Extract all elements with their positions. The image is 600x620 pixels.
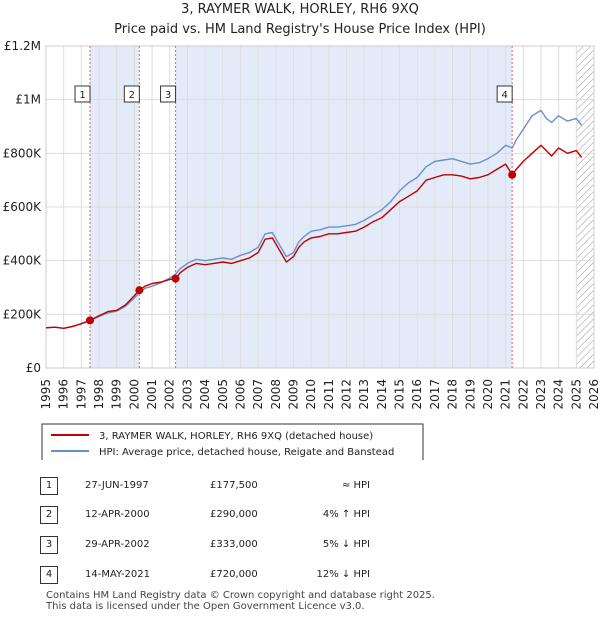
x-tick-label: 2005 [216,379,230,410]
x-tick-label: 2002 [163,379,177,410]
x-tick-label: 2006 [233,379,247,410]
sale-point [135,286,144,295]
sale-row: 4 14-MAY-2021 £720,000 12% ↓ HPI [40,566,580,586]
sale-hpi-relation: ≈ HPI [341,480,370,491]
sale-point [171,274,180,283]
chart-subtitle: Price paid vs. HM Land Registry's House … [114,22,486,37]
x-tick-label: 2019 [463,379,477,410]
x-tick-label: 2013 [357,379,371,410]
x-tick-label: 2007 [251,379,265,410]
footer-copyright: Contains HM Land Registry data © Crown c… [46,590,435,601]
x-tick-label: 2023 [534,379,548,410]
x-tick-label: 2009 [286,379,300,410]
sale-point [508,170,517,179]
x-tick-label: 1997 [74,379,88,410]
chart: 3, RAYMER WALK, HORLEY, RH6 9XQ Price pa… [3,2,600,460]
sale-hpi-relation: 5% ↓ HPI [322,539,370,550]
footer: Contains HM Land Registry data © Crown c… [46,590,435,612]
x-tick-label: 1999 [110,379,124,410]
x-tick-label: 2017 [428,379,442,410]
x-tick-label: 2004 [198,379,212,410]
x-tick-label: 2025 [569,379,583,410]
sale-price: £720,000 [210,569,258,580]
sale-marker-label: 2 [129,90,135,101]
x-tick-label: 2011 [322,379,336,410]
y-tick-label: £1.2M [4,39,41,53]
sale-date: 14-MAY-2021 [85,569,151,580]
x-tick-label: 2010 [304,379,318,410]
sale-price: £290,000 [210,509,258,520]
x-tick-label: 2012 [340,379,354,410]
x-tick-label: 2020 [481,379,495,410]
y-tick-label: £400K [3,254,43,268]
sale-marker-box [123,85,140,103]
x-tick-label: 2003 [180,379,194,410]
x-tick-label: 2022 [516,379,530,410]
x-tick-label: 1995 [39,379,53,410]
y-tick-label: £200K [3,307,43,321]
sale-price: £333,000 [210,539,258,550]
plot-frame [45,45,595,369]
sale-number: 4 [40,566,58,584]
y-tick-label: £600K [3,200,43,214]
x-tick-label: 2021 [499,379,513,410]
x-tick-label: 2000 [127,379,141,410]
sale-price: £177,500 [210,480,258,491]
legend-label-hpi: HPI: Average price, detached house, Reig… [99,447,394,458]
sale-hpi-relation: 4% ↑ HPI [322,509,370,520]
x-tick-label: 1996 [57,379,71,410]
sale-markers: 1 2 3 4 [74,46,517,368]
sale-number: 3 [40,536,58,554]
sale-number: 1 [40,477,58,495]
chart-title: 3, RAYMER WALK, HORLEY, RH6 9XQ [181,2,419,17]
sale-date: 29-APR-2002 [85,539,150,550]
y-tick-label: £800K [3,146,43,160]
footer-licence: This data is licensed under the Open Gov… [46,601,365,612]
sale-date: 27-JUN-1997 [85,480,149,491]
sale-marker-label: 4 [501,90,507,101]
x-tick-label: 2008 [269,379,283,410]
sale-marker-box [160,85,177,103]
x-tick-label: 2026 [587,379,600,410]
sale-marker-box [496,85,513,103]
sale-date: 12-APR-2000 [85,509,150,520]
sale-hpi-relation: 12% ↓ HPI [316,569,370,580]
x-tick-label: 1998 [92,379,106,410]
legend: 3, RAYMER WALK, HORLEY, RH6 9XQ (detache… [41,423,424,460]
sale-marker-box [74,85,91,103]
legend-label-price: 3, RAYMER WALK, HORLEY, RH6 9XQ (detache… [99,431,373,442]
y-tick-label: £0 [26,361,41,375]
sale-point [86,316,95,325]
sale-marker-label: 1 [79,90,85,101]
legend-box [41,423,424,460]
x-tick-label: 2018 [446,379,460,410]
sale-marker-label: 3 [165,90,171,101]
x-tick-label: 2016 [410,379,424,410]
sale-number: 2 [40,506,58,524]
x-tick-label: 2001 [145,379,159,410]
x-tick-label: 2015 [393,379,407,410]
x-tick-label: 2024 [552,379,566,410]
sale-row: 3 29-APR-2002 £333,000 5% ↓ HPI [40,536,580,556]
sale-row: 1 27-JUN-1997 £177,500 ≈ HPI [40,477,580,497]
x-tick-label: 2014 [375,379,389,410]
sale-row: 2 12-APR-2000 £290,000 4% ↑ HPI [40,506,580,526]
y-tick-label: £1M [15,93,41,107]
